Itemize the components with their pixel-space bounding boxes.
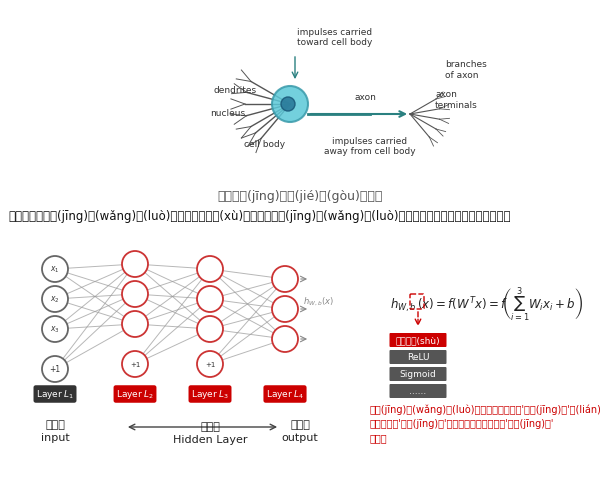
Text: impulses carried
toward cell body: impulses carried toward cell body <box>298 27 373 47</box>
Circle shape <box>197 351 223 377</box>
Text: $x_2$: $x_2$ <box>50 294 60 305</box>
Text: Layer $L_3$: Layer $L_3$ <box>191 388 229 401</box>
Text: ReLU: ReLU <box>407 353 429 362</box>
Circle shape <box>272 296 298 323</box>
Text: $x_1$: $x_1$ <box>50 264 60 275</box>
Text: axon
terminals: axon terminals <box>435 90 478 109</box>
Text: 輸入層
input: 輸入層 input <box>41 419 70 442</box>
Text: 神經(jīng)網(wǎng)絡(luò)就是將許多個單一'神經(jīng)元'聯(lián)結(jié)在一起，
這樣，一個'神經(jīng)元'的輸出就可以: 神經(jīng)網(wǎng)絡(luò)就是將許多個單一'神經(jīng)元'… <box>370 404 600 443</box>
Text: 激活函數(shù): 激活函數(shù) <box>395 336 440 345</box>
Circle shape <box>42 356 68 382</box>
Text: cell body: cell body <box>244 140 286 149</box>
Circle shape <box>272 87 308 123</box>
Text: impulses carried
away from cell body: impulses carried away from cell body <box>324 137 416 156</box>
Text: dendrites: dendrites <box>214 86 257 95</box>
Text: Sigmoid: Sigmoid <box>400 370 436 379</box>
Text: Layer $L_2$: Layer $L_2$ <box>116 388 154 401</box>
Text: 人體神經(jīng)元結(jié)構(gòu)示意圖: 人體神經(jīng)元結(jié)構(gòu)示意圖 <box>217 190 383 203</box>
Text: ......: ...... <box>409 387 427 396</box>
Circle shape <box>122 252 148 277</box>
Text: +1: +1 <box>130 361 140 367</box>
FancyBboxPatch shape <box>389 350 446 364</box>
Circle shape <box>272 266 298 292</box>
Text: $h_{W,b}\,(x) = f(W^Tx) = f\!\left(\sum_{i=1}^{3} W_i x_i + b\right)$: $h_{W,b}\,(x) = f(W^Tx) = f\!\left(\sum_… <box>390 285 583 324</box>
Text: nucleus: nucleus <box>210 108 245 117</box>
Text: branches
of axon: branches of axon <box>445 60 487 80</box>
Circle shape <box>197 256 223 282</box>
Text: +1: +1 <box>205 361 215 367</box>
Circle shape <box>122 281 148 307</box>
Circle shape <box>197 316 223 342</box>
Circle shape <box>42 256 68 282</box>
Text: +1: +1 <box>49 365 61 374</box>
Circle shape <box>272 326 298 352</box>
Circle shape <box>122 312 148 337</box>
Text: axon: axon <box>354 93 376 102</box>
Circle shape <box>281 98 295 112</box>
FancyBboxPatch shape <box>389 333 446 347</box>
Text: $h_{W,b}(x)$: $h_{W,b}(x)$ <box>303 295 334 308</box>
Circle shape <box>122 351 148 377</box>
FancyBboxPatch shape <box>389 384 446 398</box>
Text: 輸出層
output: 輸出層 output <box>281 419 319 442</box>
Text: Layer $L_4$: Layer $L_4$ <box>266 388 304 401</box>
Text: 了解完人工神經(jīng)網(wǎng)絡(luò)后，接下來繼續(xù)了解卷積神經(jīng)網(wǎng)絡(luò)，它分為輸入層，隱藏層和輸出層。: 了解完人工神經(jīng)網(wǎng)絡(luò)后，接下來繼續(xù)了解卷… <box>8 210 511 223</box>
Circle shape <box>42 287 68 312</box>
Text: $x_3$: $x_3$ <box>50 324 60 335</box>
Circle shape <box>197 287 223 312</box>
Text: 隱藏層
Hidden Layer: 隱藏層 Hidden Layer <box>173 421 247 444</box>
Circle shape <box>42 316 68 342</box>
FancyBboxPatch shape <box>389 367 446 381</box>
Text: Layer $L_1$: Layer $L_1$ <box>36 388 74 401</box>
